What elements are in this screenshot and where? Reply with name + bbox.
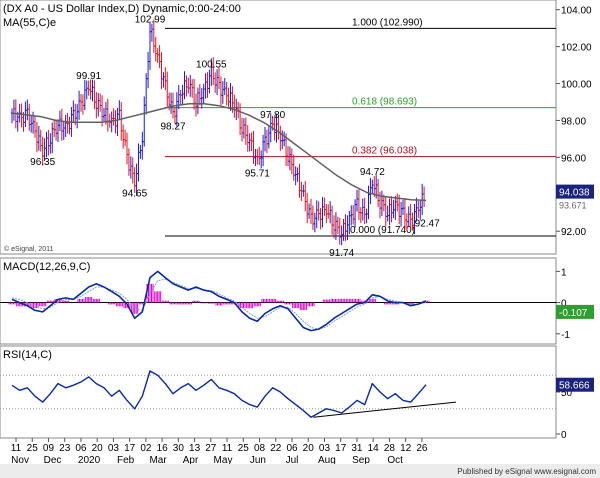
price-annotation: 99.91: [76, 71, 101, 82]
x-tick-label: 16: [157, 443, 169, 454]
y-tick-label: 96.00: [561, 153, 586, 164]
price-annotation: 100.55: [196, 59, 227, 70]
x-tick-label: 06: [286, 443, 298, 454]
x-tick-label: 08: [254, 443, 266, 454]
y-tick-label: 100.00: [561, 80, 592, 91]
price-annotation: 96.35: [30, 157, 55, 168]
y-tick-label: 104.00: [561, 6, 592, 17]
y-tick-label: 0: [561, 299, 567, 310]
footer-bar: [0, 464, 600, 478]
price-annotation: 91.74: [329, 248, 354, 259]
x-tick-label: 25: [27, 443, 39, 454]
price-last-badge: 94.038: [559, 188, 590, 199]
macd-panel: [0, 257, 557, 345]
fib-level-label: 1.000 (102.990): [352, 17, 423, 28]
x-tick-label: 17: [124, 443, 136, 454]
x-tick-label: 20: [303, 443, 315, 454]
x-tick-label: 31: [351, 443, 363, 454]
x-tick-label: 06: [75, 443, 87, 454]
price-annotation: 94.72: [360, 167, 385, 178]
ma-55-line: [11, 103, 427, 202]
rsi-trendline: [313, 401, 457, 418]
x-month-label: 2020: [78, 455, 101, 466]
fib-level-label: 0.382 (96.038): [352, 146, 417, 157]
y-tick-label: 1: [561, 267, 567, 278]
x-month-label: Jun: [250, 455, 266, 466]
y-tick-label: 102.00: [561, 43, 592, 54]
rsi-last-badge: 58.666: [559, 381, 590, 392]
x-tick-label: 11: [11, 443, 22, 454]
x-tick-label: 30: [173, 443, 185, 454]
x-tick-label: 20: [92, 443, 104, 454]
x-tick-label: 12: [400, 443, 412, 454]
ma-label: MA(55,C)e: [3, 17, 56, 29]
x-tick-label: 03: [108, 443, 120, 454]
x-tick-label: 17: [335, 443, 347, 454]
fib-level-label: 0.618 (98.693): [352, 97, 417, 108]
grid-layer: 104.00102.00100.0098.0096.0094.0092.0010…: [0, 6, 592, 466]
x-tick-label: 25: [238, 443, 250, 454]
x-month-label: Sep: [352, 455, 370, 466]
footer-text: Published by eSignal www.esignal.com: [457, 467, 596, 476]
x-tick-label: 13: [189, 443, 201, 454]
macd-signal-line: [11, 278, 427, 330]
x-month-label: Dec: [44, 455, 62, 466]
price-last-badge-bg: [556, 184, 594, 199]
ma-value-label: 93.671: [559, 200, 587, 210]
x-tick-label: 11: [222, 443, 233, 454]
x-month-label: Oct: [387, 455, 403, 466]
y-tick-label: 50: [561, 388, 573, 399]
x-month-label: Apr: [183, 455, 199, 466]
x-tick-label: 14: [368, 443, 380, 454]
rsi-last-badge-bg: [556, 377, 594, 392]
rsi-title: RSI(14,C): [3, 349, 52, 361]
macd-last-badge-bg: [556, 304, 594, 319]
x-tick-label: 09: [43, 443, 55, 454]
x-month-label: May: [214, 455, 233, 466]
chart-title: (DX A0 - US Dollar Index,D) Dynamic,0:00…: [3, 3, 241, 15]
macd-title: MACD(12,26,9,C): [3, 261, 90, 273]
x-tick-label: 03: [319, 443, 331, 454]
x-tick-label: 23: [59, 443, 71, 454]
y-tick-label: 98.00: [561, 116, 586, 127]
x-tick-label: 26: [416, 443, 428, 454]
x-month-label: Mar: [149, 455, 167, 466]
x-tick-label: 02: [140, 443, 152, 454]
y-tick-label: 92.00: [561, 227, 586, 238]
price-annotation: 102.99: [135, 14, 166, 25]
price-annotation: 92.47: [415, 219, 440, 230]
rsi-panel: [0, 345, 557, 439]
macd-line: [11, 270, 427, 332]
labels-layer: 102.99 99.91 100.55 98.27 97.80 96.35 94.65 95.…: [30, 14, 594, 392]
rsi-line: [11, 370, 427, 418]
price-annotation: 97.80: [260, 110, 285, 121]
copyright-text: © eSignal, 2011: [4, 245, 54, 253]
x-month-label: Feb: [117, 455, 135, 466]
series-layer: [8, 19, 457, 418]
x-tick-label: 28: [384, 443, 396, 454]
x-month-label: Jul: [286, 455, 299, 466]
fib-level-label: 0.000 (91.740): [350, 225, 415, 236]
y-tick-label: -1: [561, 330, 570, 341]
x-month-label: Aug: [318, 455, 336, 466]
price-annotation: 95.71: [245, 169, 270, 180]
x-tick-label: 27: [205, 443, 217, 454]
macd-last-badge: -0.107: [559, 308, 588, 319]
y-tick-label: 0: [561, 430, 567, 441]
x-tick-label: 22: [270, 443, 282, 454]
price-annotation: 94.65: [122, 188, 147, 199]
x-month-label: Nov: [11, 455, 29, 466]
price-annotation: 98.27: [160, 121, 185, 132]
